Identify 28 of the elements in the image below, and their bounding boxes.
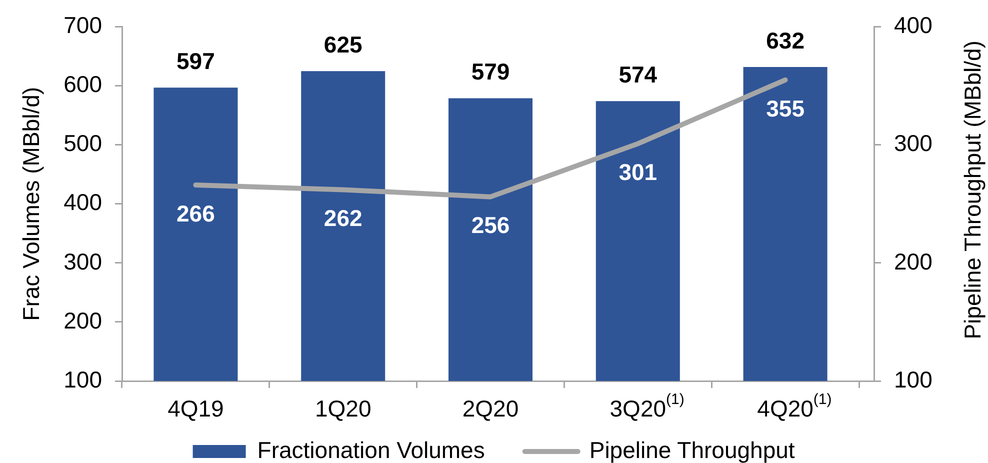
y-tick-label: 400 [64,189,102,216]
y-tick-label: 100 [64,366,102,392]
y2-tick-label: 400 [894,12,932,38]
data-label: 256 [471,212,510,238]
y-axis-title: Frac Volumes (MBbl/d) [18,86,44,321]
data-label: 579 [471,58,510,85]
data-label: 625 [324,31,362,58]
data-label: 301 [618,159,658,186]
y2-tick-label: 200 [894,248,932,274]
y-tick-label: 200 [64,307,102,334]
legend-label: Fractionation Volumes [257,436,485,463]
y-tick-label: 500 [64,130,102,156]
legend-label: Pipeline Throughput [589,436,796,463]
y-tick-label: 700 [64,12,102,38]
data-label: 262 [324,205,362,232]
x-tick-label: 1Q20 [314,395,372,422]
x-tick-label: 2Q20 [462,395,519,422]
data-label: 266 [176,200,215,226]
y-tick-label: 600 [64,71,102,98]
data-label: 632 [766,27,804,54]
data-label: 574 [618,62,658,88]
data-label: 355 [766,95,805,122]
data-label: 597 [176,48,215,74]
y2-tick-label: 100 [894,366,932,392]
x-tick-label: 4Q19 [168,395,224,422]
y-tick-label: 300 [64,248,102,274]
y2-tick-label: 300 [894,130,932,156]
y2-axis-title: Pipeline Throughput (MBbl/d) [959,40,986,340]
